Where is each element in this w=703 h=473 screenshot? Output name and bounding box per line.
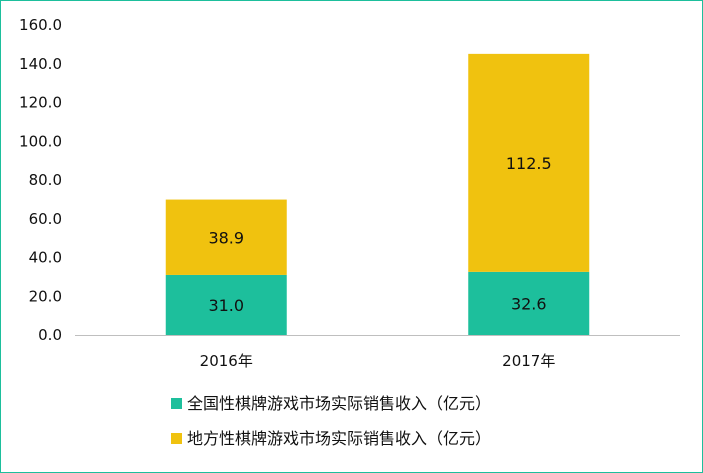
y-tick-label: 120.0 (19, 94, 62, 112)
bar-national-1 (468, 271, 590, 335)
data-label: 38.9 (208, 228, 244, 247)
y-tick-label: 140.0 (19, 55, 62, 73)
bar-national-0 (165, 274, 287, 335)
y-tick-label: 40.0 (29, 249, 62, 267)
y-tick-label: 80.0 (29, 171, 62, 189)
bars: 31.0 38.9 32.6 112.5 (165, 53, 590, 335)
bar-local-1 (468, 53, 590, 272)
data-label: 112.5 (506, 154, 552, 173)
legend: 全国性棋牌游戏市场实际销售收入（亿元） 地方性棋牌游戏市场实际销售收入（亿元） (171, 394, 491, 448)
bar-local-0 (165, 199, 287, 275)
y-tick-label: 160.0 (19, 16, 62, 34)
y-tick-label: 100.0 (19, 132, 62, 150)
legend-label: 全国性棋牌游戏市场实际销售收入（亿元） (187, 394, 491, 413)
legend-label: 地方性棋牌游戏市场实际销售收入（亿元） (187, 429, 491, 448)
y-tick-label: 20.0 (29, 287, 62, 305)
y-tick-label: 0.0 (38, 326, 62, 344)
data-label: 31.0 (208, 296, 244, 315)
y-axis: 0.0 20.0 40.0 60.0 80.0 100.0 120.0 140.0 160.0 (19, 16, 62, 344)
legend-swatch (171, 398, 182, 409)
x-tick-label: 2017年 (502, 352, 555, 370)
data-label: 32.6 (511, 294, 547, 313)
legend-swatch (171, 433, 182, 444)
x-axis: 2016年 2017年 (75, 335, 680, 370)
y-tick-label: 60.0 (29, 210, 62, 228)
x-tick-label: 2016年 (200, 352, 253, 370)
